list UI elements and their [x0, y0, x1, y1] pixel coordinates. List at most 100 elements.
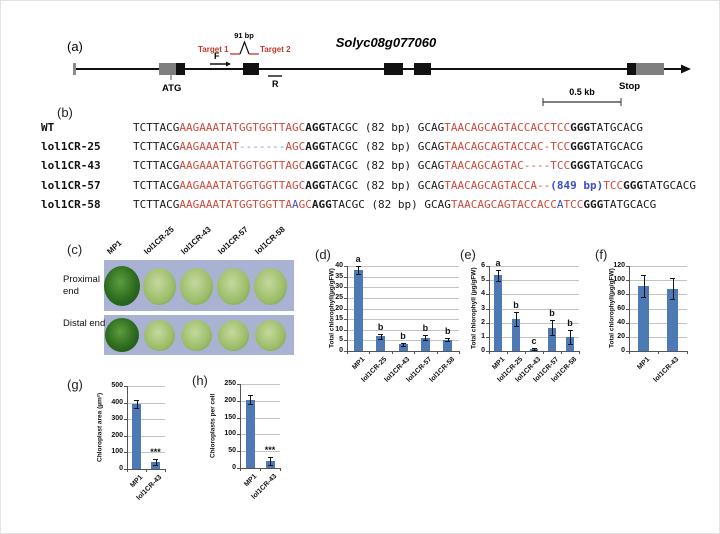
photo-strip-distal: [104, 315, 294, 355]
x-tick-mark: [525, 351, 526, 354]
error-bar-lol1CR-25: [516, 312, 517, 327]
y-tick-mark: [626, 280, 629, 282]
y-tick-mark: [626, 351, 629, 352]
error-cap: [247, 395, 253, 397]
gridline: [347, 340, 459, 342]
x-axis: [489, 351, 580, 352]
sequence-row-lol1CR-58: lol1CR-58 TCTTACGAAGAAATATGGTGGTTAAGCAGGT…: [41, 195, 696, 214]
fruit-lol1CR-57: [216, 267, 250, 305]
bar-MP1: [132, 404, 141, 469]
allele-label: WT: [41, 121, 55, 134]
sequence-segment: TCTTACG: [133, 159, 180, 173]
sequence-segment: AAGAAATATGGTGGTTAGC: [179, 159, 306, 173]
y-tick-mark: [124, 469, 127, 470]
error-cap: [531, 348, 537, 350]
panel-label: (e): [460, 247, 476, 262]
allele-label: lol1CR-58: [41, 197, 101, 211]
sequence-segment: TACGC (82 bp) GCAG: [325, 159, 445, 173]
sequence-segment: TAACAGCAGTACCAC-TCC: [444, 140, 571, 154]
error-cap: [355, 274, 361, 276]
amplicon-peak: [239, 40, 250, 55]
sequence-alignment: WT TCTTACGAAGAAATATGGTGGTTAGCAGGTACGC (82…: [41, 118, 696, 214]
error-bar-lol1CR-43: [270, 456, 271, 465]
sequence-segment: TCC: [563, 197, 584, 211]
error-cap: [670, 278, 675, 280]
sequence-segment: GGG: [570, 121, 591, 134]
forward-primer-arrowhead: [226, 61, 231, 67]
error-cap: [153, 464, 158, 466]
y-tick-mark: [237, 451, 240, 453]
error-cap: [422, 340, 428, 342]
x-tick-mark: [391, 351, 393, 354]
chart-chloroplast-area: (g) Chloroplast area (µm²) 0 100 200 300 400 50…: [59, 373, 191, 531]
y-tick-label: 1: [481, 332, 485, 340]
y-axis: [489, 266, 490, 351]
fruit-lol1CR-43: [179, 267, 213, 305]
error-bar-lol1CR-57: [552, 319, 553, 336]
stop-codon-label: Stop: [619, 81, 640, 92]
error-cap: [400, 342, 406, 344]
fruit-column-label: lol1CR-58: [253, 224, 287, 257]
sequence-segment: AAGAAATAT: [179, 140, 239, 154]
sig-label-lol1CR-58: b: [445, 326, 451, 337]
x-tick-mark: [507, 351, 508, 354]
y-tick-label: 150: [224, 413, 236, 421]
gridline: [489, 322, 579, 324]
panel-a-label: (a): [67, 39, 83, 54]
y-tick-mark: [344, 340, 347, 342]
sequence-segment: AGG: [311, 197, 332, 211]
allele-label: lol1CR-25: [41, 140, 101, 154]
y-axis: [127, 386, 128, 469]
y-tick-label: 0: [621, 347, 625, 354]
error-cap: [567, 329, 573, 331]
y-tick-label: 200: [111, 431, 123, 439]
sequence-segment: (849 bp): [550, 178, 604, 192]
chart-total-chlorophyll-distal: (e) Total chlorophyll (µg/gFW) 0 1 2 3 4 5 6 a MP1…: [456, 247, 591, 384]
sequence-segment: GGG: [570, 140, 591, 154]
sequence-segment: TACGC (82 bp) GCAG: [331, 197, 451, 211]
sequence-row-lol1CR-25: lol1CR-25 TCTTACGAAGAAATAT-------AGCAGGTA…: [41, 137, 696, 156]
sequence-segment: TCTTACG: [133, 121, 180, 134]
y-tick-mark: [344, 329, 347, 331]
y-tick-label: 4: [481, 290, 485, 298]
panel-label: (d): [315, 247, 331, 262]
y-tick-mark: [626, 266, 629, 267]
forward-primer-label: F: [214, 51, 220, 61]
error-bar-MP1: [643, 274, 645, 298]
sequence-segment: TATGCACG: [643, 178, 696, 192]
photo-strip-proximal: [104, 260, 294, 311]
y-axis: [347, 266, 348, 351]
sequence-segment: AAGAAATATGGTGGTTA: [179, 197, 292, 211]
y-tick-label: 10: [335, 325, 343, 333]
gridline: [347, 329, 459, 331]
error-bar-lol1CR-43: [672, 278, 674, 300]
sequence-segment: TATGCACG: [590, 140, 643, 154]
y-tick-label: 35: [335, 272, 343, 280]
fruit-lol1CR-58: [254, 319, 286, 351]
y-tick-mark: [344, 297, 347, 299]
sequence-segment: A: [556, 197, 564, 211]
y-tick-mark: [237, 434, 240, 436]
x-tick-mark: [459, 351, 460, 354]
gridline: [347, 319, 459, 321]
x-tick-mark: [127, 469, 128, 472]
x-tick-mark: [579, 351, 580, 354]
sequence-segment: AAGAAATATGGTGGTTAGC: [179, 121, 306, 134]
exon-box-2: [243, 63, 259, 75]
gridline: [240, 400, 280, 402]
y-tick-mark: [344, 276, 347, 278]
y-tick-label: 250: [224, 380, 236, 387]
error-bar-MP1: [358, 266, 360, 275]
y-tick-mark: [124, 419, 127, 421]
fruit-lol1CR-57: [217, 319, 249, 351]
y-tick-label: 30: [335, 283, 343, 291]
error-cap: [549, 319, 555, 321]
sequence-segment: AAGAAATATGGTGGTTAGC: [179, 178, 306, 192]
panel-c-label: (c): [67, 242, 83, 257]
x-tick-mark: [543, 351, 544, 354]
y-tick-mark: [486, 351, 489, 352]
fruit-lol1CR-25: [143, 319, 175, 351]
error-cap: [400, 345, 406, 347]
sequence-segment: TATGCACG: [590, 159, 643, 173]
error-bar-lol1CR-43: [403, 342, 404, 346]
